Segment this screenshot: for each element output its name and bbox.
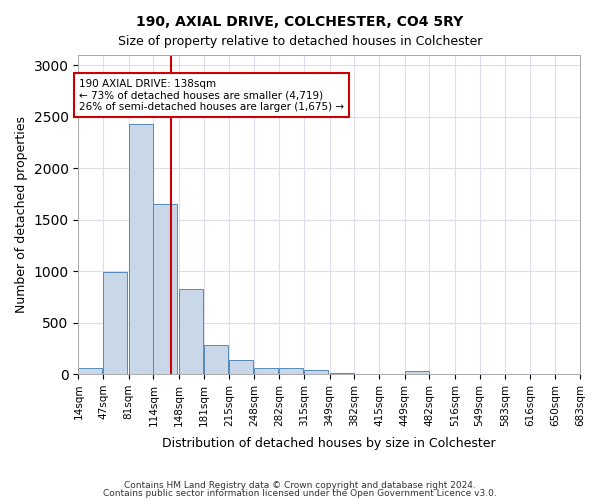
Bar [229,360,253,374]
Bar [304,370,328,374]
X-axis label: Distribution of detached houses by size in Colchester: Distribution of detached houses by size … [163,437,496,450]
Text: 190, AXIAL DRIVE, COLCHESTER, CO4 5RY: 190, AXIAL DRIVE, COLCHESTER, CO4 5RY [136,15,464,29]
Text: Size of property relative to detached houses in Colchester: Size of property relative to detached ho… [118,35,482,48]
Text: 190 AXIAL DRIVE: 138sqm
← 73% of detached houses are smaller (4,719)
26% of semi: 190 AXIAL DRIVE: 138sqm ← 73% of detache… [79,78,344,112]
Bar [154,204,178,374]
Text: Contains HM Land Registry data © Crown copyright and database right 2024.: Contains HM Land Registry data © Crown c… [124,481,476,490]
Bar [404,371,428,374]
Bar [254,368,278,374]
Bar [280,368,304,374]
Bar [179,288,203,374]
Bar [203,344,227,374]
Bar [128,124,152,374]
Bar [79,368,103,374]
Text: Contains public sector information licensed under the Open Government Licence v3: Contains public sector information licen… [103,488,497,498]
Y-axis label: Number of detached properties: Number of detached properties [15,116,28,313]
Bar [329,373,353,374]
Bar [103,272,127,374]
